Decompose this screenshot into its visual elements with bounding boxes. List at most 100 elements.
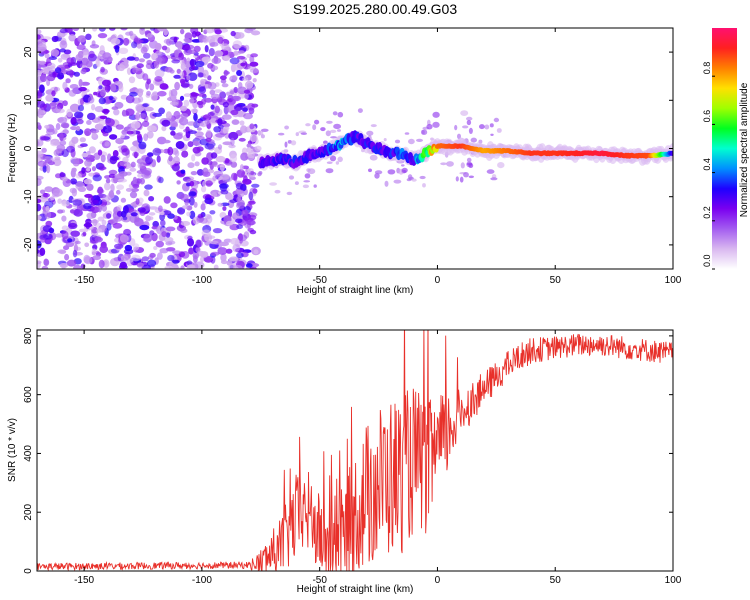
spectrogram-noise-blob [55, 108, 65, 114]
y-tick-label: 0 [23, 568, 34, 574]
spectrogram-noise-blob [45, 220, 53, 227]
spectrogram-noise-blob [158, 176, 164, 184]
spectrogram-noise-blob [98, 28, 106, 32]
spectrogram-noise-blob [92, 28, 98, 32]
spectrogram-noise-blob [221, 114, 232, 120]
spectrogram-noise-blob [213, 264, 219, 269]
spectrogram-noise-blob [106, 213, 112, 219]
spectrogram-noise-blob [274, 189, 281, 194]
spectrogram-noise-blob [117, 178, 128, 183]
spectrogram-noise-blob [204, 143, 215, 150]
spectrogram-noise-blob [209, 42, 219, 47]
spectrogram-noise-blob [200, 256, 205, 263]
spectrogram-noise-blob [116, 184, 124, 190]
spectrogram-noise-blob [88, 50, 95, 59]
spectrogram-noise-blob [83, 202, 92, 210]
spectrogram-noise-blob [220, 189, 229, 195]
spectrogram-noise-blob [186, 211, 192, 217]
spectrogram-noise-blob [143, 133, 149, 142]
spectrogram-noise-blob [66, 145, 76, 153]
spectrogram-noise-blob [222, 175, 233, 183]
spectrogram-noise-blob [120, 210, 127, 218]
spectrogram-noise-blob [55, 233, 64, 238]
spectrogram-noise-blob [49, 102, 57, 110]
spectrogram-noise-blob [242, 165, 250, 170]
spectrogram-noise-blob [80, 143, 88, 148]
spectrogram-noise-blob [193, 45, 201, 53]
spectrogram-noise-blob [161, 119, 171, 127]
spectrogram-noise-blob [109, 134, 118, 140]
spectrogram-noise-blob [231, 95, 241, 102]
spectrogram-noise-blob [78, 228, 89, 233]
spectrogram-noise-blob [217, 118, 223, 126]
spectrogram-noise-blob [401, 167, 408, 173]
spectrogram-noise-blob [466, 157, 472, 163]
spectrogram-noise-blob [211, 57, 222, 64]
spectrogram-noise-blob [37, 198, 42, 203]
spectrogram-noise-blob [37, 203, 42, 212]
spectrogram-xlabel: Height of straight line (km) [297, 285, 414, 296]
spectrogram-noise-blob [165, 226, 176, 232]
spectrogram-noise-blob [136, 63, 144, 69]
spectrogram-noise-blob [459, 176, 464, 183]
spectrogram-noise-blob [78, 86, 87, 92]
spectrogram-noise-blob [174, 81, 181, 91]
spectrogram-noise-blob [179, 105, 188, 112]
spectrogram-noise-blob [44, 53, 50, 59]
spectrogram-noise-blob [169, 69, 175, 74]
spectrogram-noise-blob [116, 189, 121, 195]
x-tick-label: 50 [550, 275, 562, 286]
spectrogram-noise-blob [139, 224, 150, 231]
spectrogram-noise-blob [229, 90, 235, 95]
spectrogram-noise-blob [432, 111, 440, 118]
spectrogram-noise-blob [106, 222, 112, 231]
spectrogram-noise-blob [86, 167, 91, 172]
spectrogram-noise-blob [235, 218, 243, 224]
spectrogram-noise-blob [141, 256, 149, 262]
spectrogram-noise-blob [206, 214, 213, 224]
spectrogram-noise-blob [101, 108, 110, 114]
colorbar: 0.0 0.2 0.4 0.6 0.8 Normalized spectral ampl… [702, 28, 750, 270]
spectrogram-noise-blob [202, 180, 207, 187]
spectrogram-noise-blob [112, 150, 119, 157]
spectrogram-noise-blob [128, 76, 136, 84]
spectrogram-noise-blob [387, 169, 396, 175]
spectrogram-noise-blob [132, 176, 137, 185]
spectrogram-noise-blob [46, 164, 51, 174]
spectrogram-noise-blob [62, 100, 68, 107]
spectrogram-noise-blob [59, 172, 66, 178]
spectrogram-noise-blob [337, 111, 344, 118]
spectrogram-noise-blob [194, 161, 200, 167]
spectrogram-noise-blob [89, 44, 100, 49]
spectrogram-noise-blob [251, 103, 259, 108]
colorbar-label: Normalized spectral amplitude [739, 82, 750, 217]
colorbar-tick-label: 0.8 [702, 62, 712, 75]
spectrogram-noise-blob [243, 112, 253, 120]
spectrogram-noise-blob [51, 35, 59, 43]
spectrogram-noise-blob [167, 254, 175, 262]
spectrogram-noise-blob [95, 58, 100, 67]
spectrogram-noise-blob [154, 76, 163, 82]
spectrogram-noise-blob [184, 201, 189, 206]
spectrogram-noise-blob [138, 58, 145, 63]
spectrogram-noise-blob [137, 173, 143, 178]
x-tick-label: 0 [435, 575, 441, 586]
spectrogram-noise-blob [250, 146, 254, 149]
spectrogram-noise-blob [236, 224, 244, 230]
spectrogram-noise-blob [37, 90, 43, 99]
spectrogram-noise-blob [99, 115, 108, 120]
spectrogram-noise-blob [196, 100, 204, 106]
spectrogram-noise-blob [85, 60, 93, 68]
spectrogram-noise-blob [37, 29, 42, 35]
spectrogram-noise-blob [251, 30, 261, 36]
spectrogram-noise-blob [125, 95, 135, 104]
spectrogram-noise-blob [140, 28, 145, 31]
spectrogram-noise-blob [143, 189, 150, 197]
spectrogram-noise-blob [91, 104, 96, 111]
spectrogram-noise-blob [118, 171, 128, 177]
spectrogram-noise-blob [166, 38, 172, 46]
spectrogram-noise-blob [252, 188, 258, 194]
spectrogram-noise-blob [72, 160, 80, 167]
spectrogram-noise-blob [183, 37, 190, 42]
spectrogram-noise-blob [53, 141, 61, 146]
